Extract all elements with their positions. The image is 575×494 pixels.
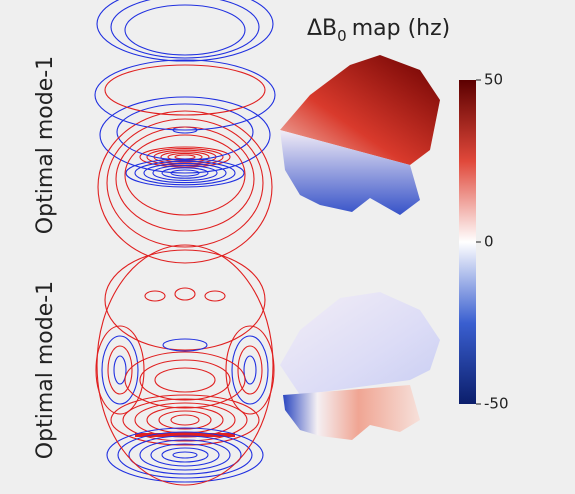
contour <box>161 447 209 463</box>
contour <box>95 325 145 415</box>
contour <box>139 439 231 471</box>
title-main: ΔB <box>307 16 337 41</box>
field-map <box>280 55 440 165</box>
contour <box>143 162 227 184</box>
contour <box>106 118 264 248</box>
contour <box>115 126 255 232</box>
contour <box>94 59 276 131</box>
field-map <box>280 292 440 395</box>
contour <box>104 249 266 351</box>
contour <box>110 0 260 59</box>
contour <box>124 351 246 409</box>
contour <box>110 394 260 446</box>
contour <box>134 160 236 186</box>
contour <box>124 4 246 56</box>
contour <box>225 325 275 415</box>
contour <box>113 355 127 385</box>
contour <box>243 355 257 385</box>
title-rest: map (hz) <box>352 16 451 41</box>
contour <box>172 451 198 459</box>
contour <box>101 335 139 405</box>
field-map <box>280 130 420 215</box>
contour <box>158 410 212 430</box>
contour <box>107 345 133 395</box>
contour <box>170 414 200 426</box>
contour <box>204 290 226 302</box>
contour <box>122 398 248 442</box>
contour <box>150 443 220 467</box>
contour <box>139 359 231 401</box>
contour <box>125 158 245 188</box>
contour <box>167 152 203 162</box>
contour <box>116 103 254 161</box>
contour <box>162 338 208 352</box>
contour <box>124 134 246 216</box>
contour <box>128 435 242 475</box>
contour <box>231 335 269 405</box>
contour <box>237 345 263 395</box>
title-subscript: 0 <box>337 27 347 45</box>
colorbar-tick-label: 50 <box>484 71 503 89</box>
contour <box>99 96 271 174</box>
contour <box>161 167 209 179</box>
contour <box>174 154 196 160</box>
contour <box>117 431 253 479</box>
contour <box>152 165 218 181</box>
contour-plots <box>94 0 276 486</box>
contour <box>160 151 210 163</box>
contour <box>96 0 274 62</box>
contour <box>96 244 274 486</box>
title: ΔB0 map (hz) <box>307 16 450 45</box>
field-map <box>283 385 420 440</box>
contour <box>154 367 216 393</box>
row-label: Optimal mode-1 <box>33 56 58 234</box>
contour <box>104 64 266 116</box>
row-label: Optimal mode-1 <box>33 281 58 459</box>
contour <box>139 146 231 168</box>
contour <box>97 110 273 264</box>
colorbar-tick-label: -50 <box>484 395 509 413</box>
contour <box>106 427 264 483</box>
colorbar-tick-label: 0 <box>484 233 494 251</box>
contour <box>144 290 166 302</box>
colorbar <box>459 80 476 404</box>
contour <box>174 287 196 301</box>
